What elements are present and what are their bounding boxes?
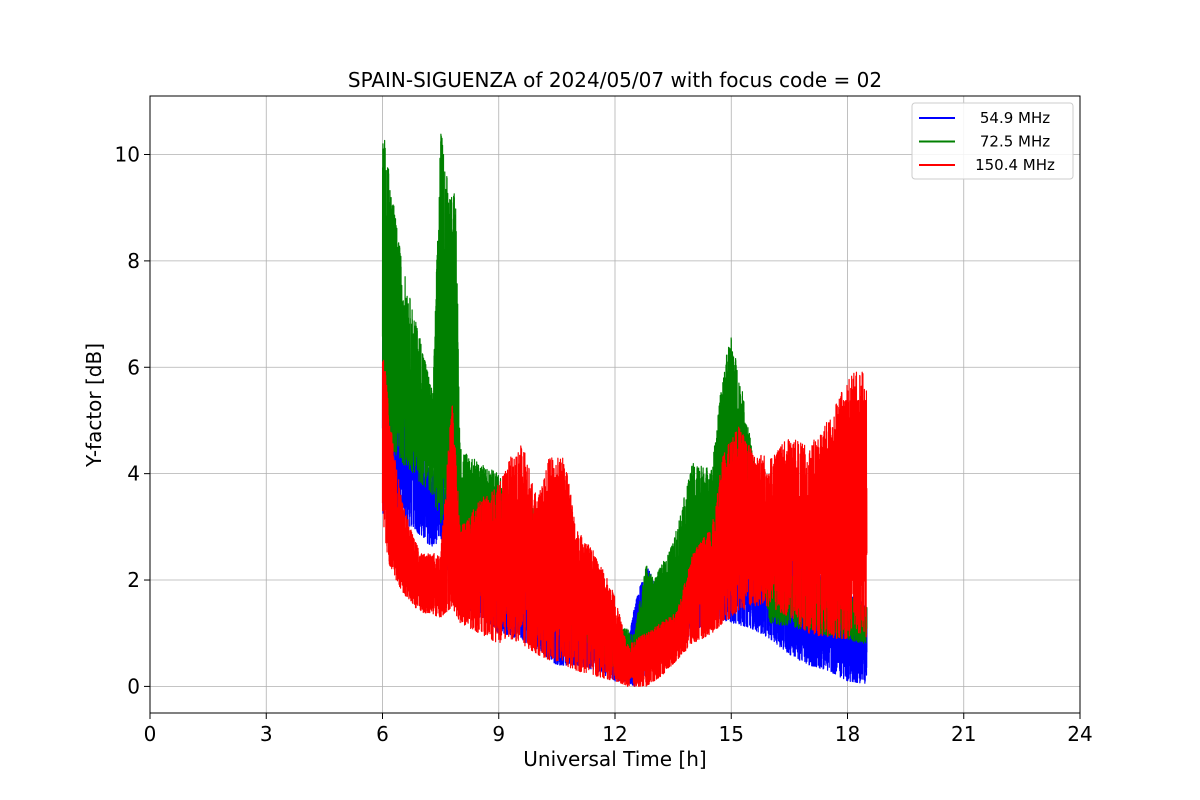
y-tick-label: 6	[127, 355, 140, 379]
legend-box	[911, 102, 1074, 180]
y-tick-label: 8	[127, 249, 140, 273]
y-tick-label: 4	[127, 462, 140, 486]
x-axis: 0 3 6 9 12 15 18 21 24	[144, 713, 1093, 746]
legend-entry: 72.5 MHz	[980, 133, 1050, 151]
x-tick-label: 9	[492, 722, 505, 746]
x-tick-label: 15	[719, 722, 744, 746]
legend-entry: 150.4 MHz	[975, 156, 1055, 174]
y-axis: 0 2 4 6 8 10	[115, 143, 150, 698]
x-tick-label: 6	[376, 722, 389, 746]
x-tick-label: 12	[602, 722, 627, 746]
chart-title: SPAIN-SIGUENZA of 2024/05/07 with focus …	[348, 68, 882, 92]
y-axis-label: Y-factor [dB]	[82, 343, 106, 468]
y-tick-label: 10	[115, 143, 140, 167]
series-line	[381, 359, 868, 688]
x-tick-label: 21	[951, 722, 976, 746]
x-axis-label: Universal Time [h]	[523, 747, 706, 771]
x-tick-label: 18	[835, 722, 860, 746]
y-tick-label: 2	[127, 568, 140, 592]
plot-area	[381, 133, 868, 688]
legend-entry: 54.9 MHz	[980, 109, 1050, 127]
x-tick-label: 0	[144, 722, 157, 746]
x-tick-label: 3	[260, 722, 273, 746]
series-layer	[381, 133, 868, 688]
y-tick-label: 0	[127, 674, 140, 698]
x-tick-label: 24	[1067, 722, 1092, 746]
legend: 54.9 MHz 72.5 MHz 150.4 MHz	[911, 102, 1074, 180]
